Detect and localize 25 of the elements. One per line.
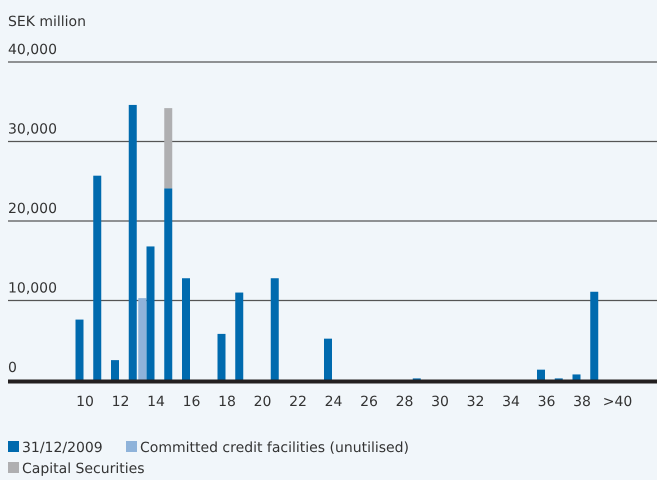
x-tick-label: 10 — [76, 394, 94, 410]
x-tick-label: 32 — [466, 394, 484, 410]
x-tick-label: 16 — [182, 394, 200, 410]
x-tick-label: 36 — [538, 394, 556, 410]
y-tick-label: 20,000 — [8, 201, 57, 217]
y-tick-label: 10,000 — [8, 280, 57, 296]
legend-label: 31/12/2009 — [22, 440, 103, 456]
x-tick-label: 30 — [431, 394, 449, 410]
x-tick-label: >40 — [602, 394, 632, 410]
x-tick-label: 20 — [254, 394, 272, 410]
x-tick-label: 18 — [218, 394, 236, 410]
y-tick-label: 0 — [8, 360, 17, 376]
y-tick-label: 40,000 — [8, 42, 57, 58]
y-axis-title: SEK million — [8, 14, 86, 30]
x-tick-label: 38 — [573, 394, 591, 410]
x-tick-label: 26 — [360, 394, 378, 410]
x-tick-label: 14 — [147, 394, 165, 410]
x-tick-label: 34 — [502, 394, 520, 410]
legend-label: Capital Securities — [22, 461, 145, 477]
legend-label: Committed credit facilities (unutilised) — [140, 440, 410, 456]
y-tick-label: 30,000 — [8, 122, 57, 138]
x-tick-label: 22 — [289, 394, 307, 410]
x-tick-label: 28 — [396, 394, 414, 410]
x-tick-label: 12 — [112, 394, 130, 410]
x-tick-label: 24 — [324, 394, 342, 410]
